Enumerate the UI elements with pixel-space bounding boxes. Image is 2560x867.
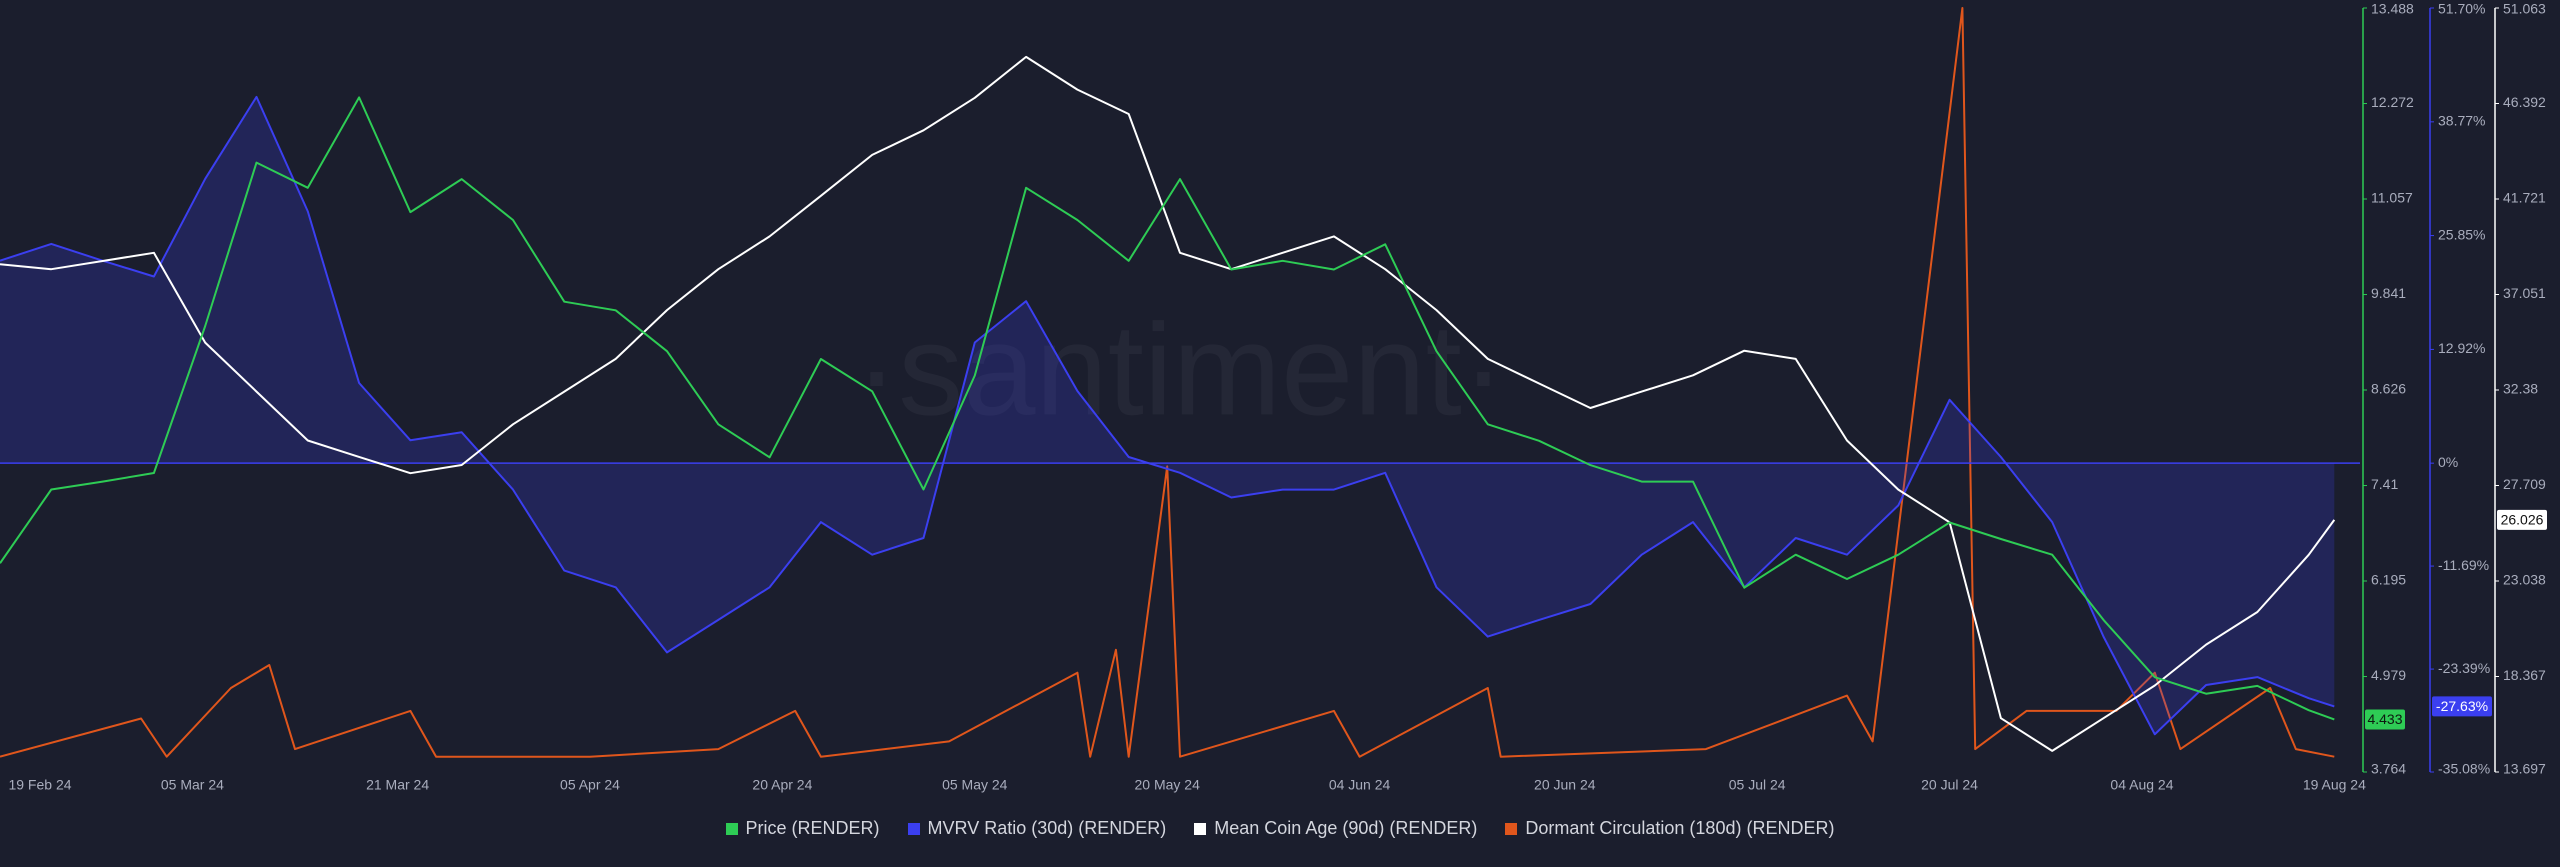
y-tick-label: 37.051 — [2503, 285, 2546, 301]
y-tick-label: 23.038 — [2503, 572, 2546, 588]
legend-label: MVRV Ratio (30d) (RENDER) — [927, 818, 1167, 838]
y-tick-label: 51.70% — [2438, 1, 2485, 17]
y-tick-label: 32.38 — [2503, 381, 2538, 397]
series-line — [0, 95, 2335, 736]
y-tick-label: 4.979 — [2371, 667, 2406, 683]
x-tick-label: 19 Feb 24 — [8, 777, 71, 793]
x-tick-label: 04 Aug 24 — [2110, 777, 2173, 793]
x-tick-label: 05 Mar 24 — [161, 777, 224, 793]
last-value-label: 26.026 — [2501, 512, 2544, 528]
x-tick-label: 20 Jun 24 — [1534, 777, 1596, 793]
y-tick-label: 3.764 — [2371, 761, 2406, 777]
y-tick-label: 25.85% — [2438, 226, 2485, 242]
y-tick-label: 8.626 — [2371, 381, 2406, 397]
series-line — [0, 96, 2335, 721]
last-value-tag — [2497, 509, 2547, 530]
y-tick-label: -11.69% — [2438, 557, 2489, 573]
watermark: ·santiment· — [855, 296, 1505, 442]
y-tick-label: 9.841 — [2371, 285, 2406, 301]
legend: Price (RENDER) MVRV Ratio (30d) (RENDER) M… — [0, 818, 2560, 839]
legend-item[interactable]: Dormant Circulation (180d) (RENDER) — [1505, 818, 1834, 839]
y-tick-label: 38.77% — [2438, 113, 2485, 129]
y-tick-label: 41.721 — [2503, 190, 2546, 206]
last-value-label: -27.63% — [2436, 698, 2488, 714]
x-tick-label: 05 Jul 24 — [1729, 777, 1786, 793]
series-area — [0, 96, 2335, 735]
x-tick-label: 19 Aug 24 — [2303, 777, 2366, 793]
y-tick-label: 12.272 — [2371, 94, 2414, 110]
y-tick-label: -35.08% — [2438, 761, 2490, 777]
x-tick-label: 20 Jul 24 — [1921, 777, 1978, 793]
legend-swatch — [725, 822, 738, 835]
legend-swatch — [907, 822, 920, 835]
y-tick-label: 11.057 — [2371, 190, 2413, 206]
y-tick-label: 7.41 — [2371, 476, 2398, 492]
legend-swatch — [1505, 822, 1518, 835]
y-tick-label: 13.488 — [2371, 1, 2414, 17]
y-tick-label: 46.392 — [2503, 94, 2546, 110]
x-tick-label: 21 Mar 24 — [366, 777, 429, 793]
y-tick-label: 0% — [2438, 454, 2458, 470]
y-tick-label: -23.39% — [2438, 660, 2490, 676]
x-tick-label: 05 May 24 — [942, 777, 1008, 793]
legend-label: Mean Coin Age (90d) (RENDER) — [1214, 818, 1478, 838]
legend-label: Dormant Circulation (180d) (RENDER) — [1525, 818, 1835, 838]
y-tick-label: 51.063 — [2503, 1, 2546, 17]
y-tick-label: 12.92% — [2438, 340, 2485, 356]
x-tick-label: 20 May 24 — [1134, 777, 1200, 793]
legend-label: Price (RENDER) — [745, 818, 880, 838]
x-tick-label: 05 Apr 24 — [560, 777, 620, 793]
last-value-tag — [2365, 709, 2405, 730]
y-tick-label: 13.697 — [2503, 761, 2546, 777]
legend-item[interactable]: Price (RENDER) — [725, 818, 880, 839]
y-tick-label: 27.709 — [2503, 476, 2546, 492]
last-value-label: 4.433 — [2367, 711, 2402, 727]
x-tick-label: 04 Jun 24 — [1329, 777, 1391, 793]
x-tick-label: 20 Apr 24 — [752, 777, 812, 793]
y-tick-label: 6.195 — [2371, 572, 2406, 588]
legend-swatch — [1194, 822, 1207, 835]
y-tick-label: 18.367 — [2503, 667, 2546, 683]
last-value-tag — [2432, 696, 2492, 717]
series-line — [0, 7, 2335, 758]
legend-item[interactable]: Mean Coin Age (90d) (RENDER) — [1194, 818, 1477, 839]
legend-item[interactable]: MVRV Ratio (30d) (RENDER) — [907, 818, 1167, 839]
series-line — [0, 55, 2336, 752]
